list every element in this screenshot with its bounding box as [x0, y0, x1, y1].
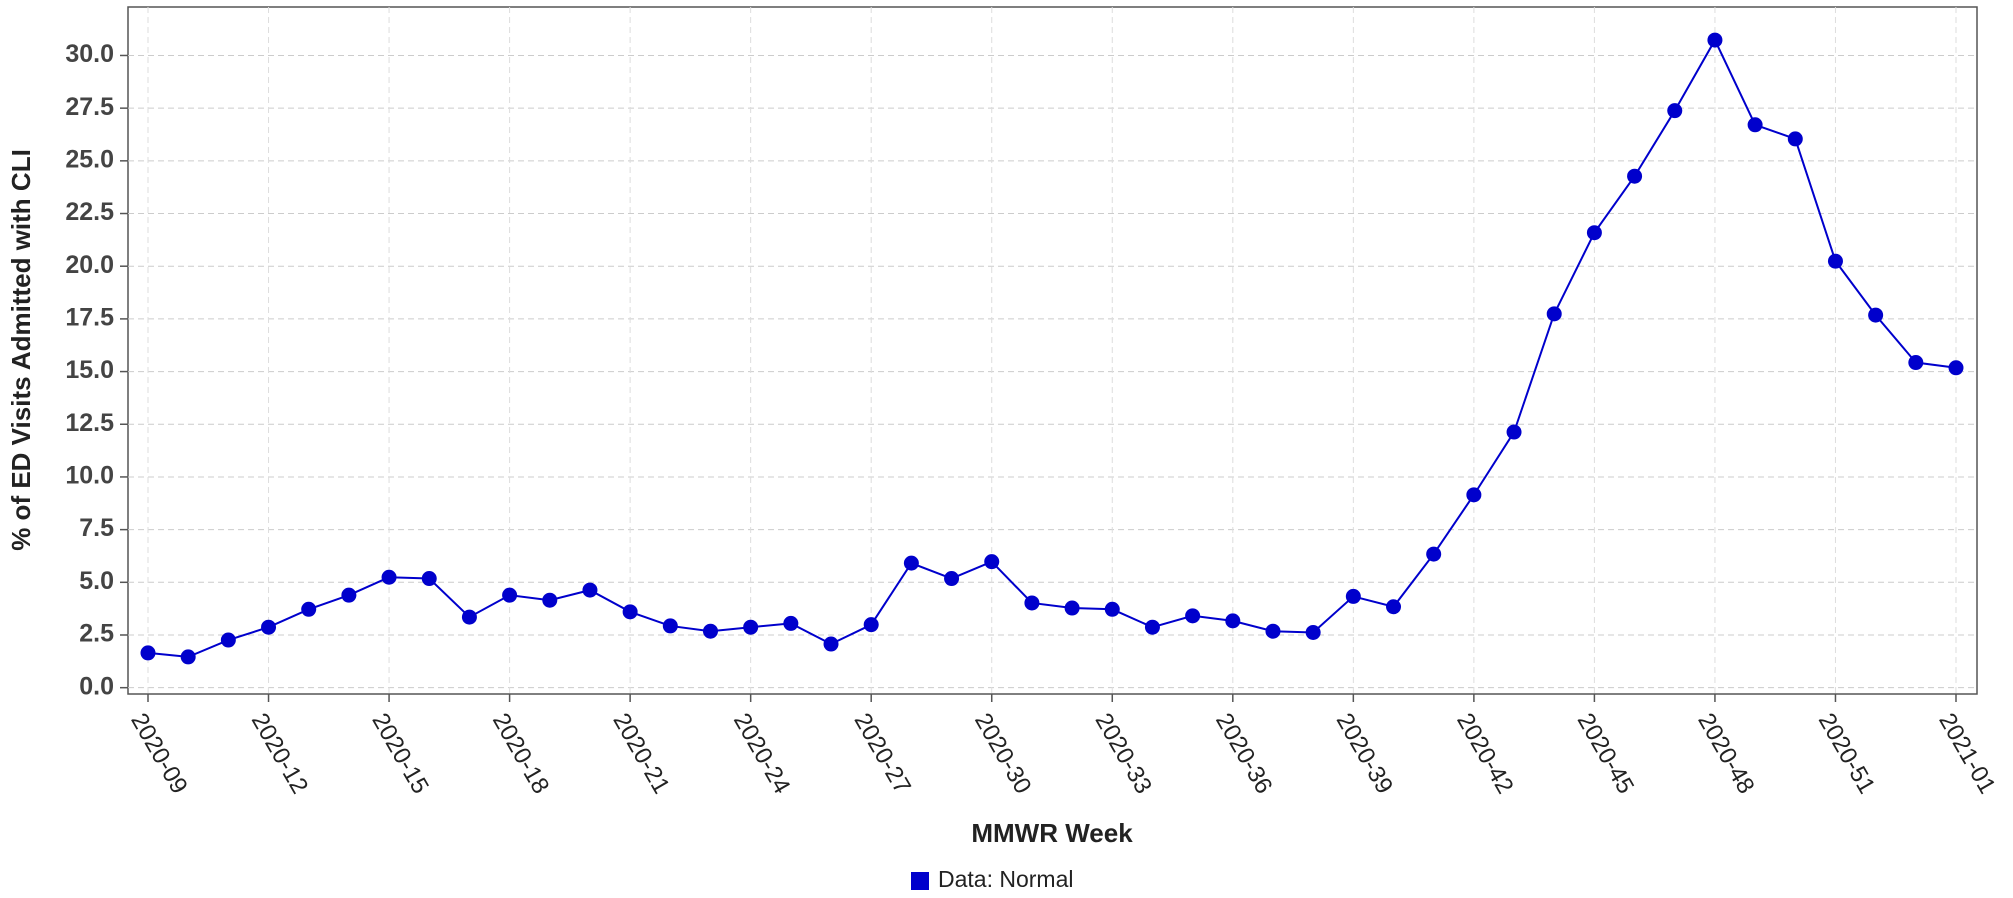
x-tick-label: 2020-51 [1813, 709, 1880, 799]
y-tick-label: 22.5 [65, 198, 114, 226]
series-line [147, 37, 1957, 658]
data-point [662, 618, 678, 634]
data-point [542, 592, 558, 608]
data-point [1185, 608, 1201, 624]
data-point [381, 569, 397, 585]
data-point [582, 582, 598, 598]
data-point [1627, 168, 1643, 184]
data-point [1345, 588, 1361, 604]
data-point [783, 615, 799, 631]
data-point [140, 645, 156, 661]
y-tick-label: 10.0 [65, 462, 114, 490]
x-tick-label: 2021-01 [1933, 709, 2000, 799]
x-tick-label: 2020-48 [1692, 709, 1759, 799]
y-tick-label: 20.0 [65, 251, 114, 279]
data-point [261, 619, 277, 635]
data-point [903, 555, 919, 571]
x-tick-label: 2020-24 [728, 709, 795, 799]
y-tick-label: 30.0 [65, 40, 114, 68]
plot-frame [127, 6, 1978, 695]
data-point [1104, 601, 1120, 617]
data-point [341, 587, 357, 603]
y-tick-label: 2.5 [79, 620, 114, 648]
x-tick-label: 2020-21 [607, 709, 674, 799]
data-point [1144, 619, 1160, 635]
data-point [1546, 306, 1562, 322]
data-point [180, 649, 196, 665]
x-tick-label: 2020-27 [849, 709, 916, 799]
data-point [1305, 624, 1321, 640]
data-point [1908, 355, 1924, 371]
y-tick-label: 7.5 [79, 514, 114, 542]
x-tick-label: 2020-09 [125, 709, 192, 799]
x-tick-label: 2020-39 [1331, 709, 1398, 799]
y-tick-label: 15.0 [65, 356, 114, 384]
data-point [1265, 623, 1281, 639]
data-point [301, 601, 317, 617]
data-point [1948, 360, 1964, 376]
data-point [863, 617, 879, 633]
y-tick-label: 25.0 [65, 145, 114, 173]
y-axis-title: % of ED Visits Admitted with CLI [6, 149, 36, 551]
x-tick-label: 2020-33 [1090, 709, 1157, 799]
x-tick-label: 2020-42 [1451, 709, 1518, 799]
legend-swatch [911, 872, 929, 890]
data-point [1707, 32, 1723, 48]
data-point [220, 632, 236, 648]
data-point [1466, 487, 1482, 503]
data-point [622, 604, 638, 620]
x-tick-label: 2020-15 [366, 709, 433, 799]
x-axis-title: MMWR Week [971, 818, 1133, 848]
x-tick-label: 2020-18 [487, 709, 554, 799]
data-point [1506, 424, 1522, 440]
data-point [1024, 595, 1040, 611]
data-point [743, 619, 759, 635]
data-point [421, 571, 437, 587]
data-point [1225, 613, 1241, 629]
y-tick-label: 17.5 [65, 303, 114, 331]
data-point [1386, 599, 1402, 615]
data-point [984, 554, 1000, 570]
legend-label: Data: Normal [938, 866, 1073, 892]
data-point [944, 571, 960, 587]
x-tick-label: 2020-30 [969, 709, 1036, 799]
y-tick-label: 12.5 [65, 409, 114, 437]
data-point [1426, 546, 1442, 562]
y-tick-label: 5.0 [79, 567, 114, 595]
data-point [1787, 131, 1803, 147]
x-tick-label: 2020-36 [1210, 709, 1277, 799]
data-point [1064, 600, 1080, 616]
y-tick-label: 0.0 [79, 672, 114, 700]
data-point [1868, 307, 1884, 323]
data-point [1827, 253, 1843, 269]
x-tick-label: 2020-45 [1572, 709, 1639, 799]
data-point [1747, 117, 1763, 133]
y-tick-label: 27.5 [65, 93, 114, 121]
data-point [823, 636, 839, 652]
data-point [702, 623, 718, 639]
x-tick-label: 2020-12 [246, 709, 313, 799]
data-point [461, 609, 477, 625]
data-point [1586, 225, 1602, 241]
data-point [1667, 103, 1683, 119]
data-point [502, 587, 518, 603]
